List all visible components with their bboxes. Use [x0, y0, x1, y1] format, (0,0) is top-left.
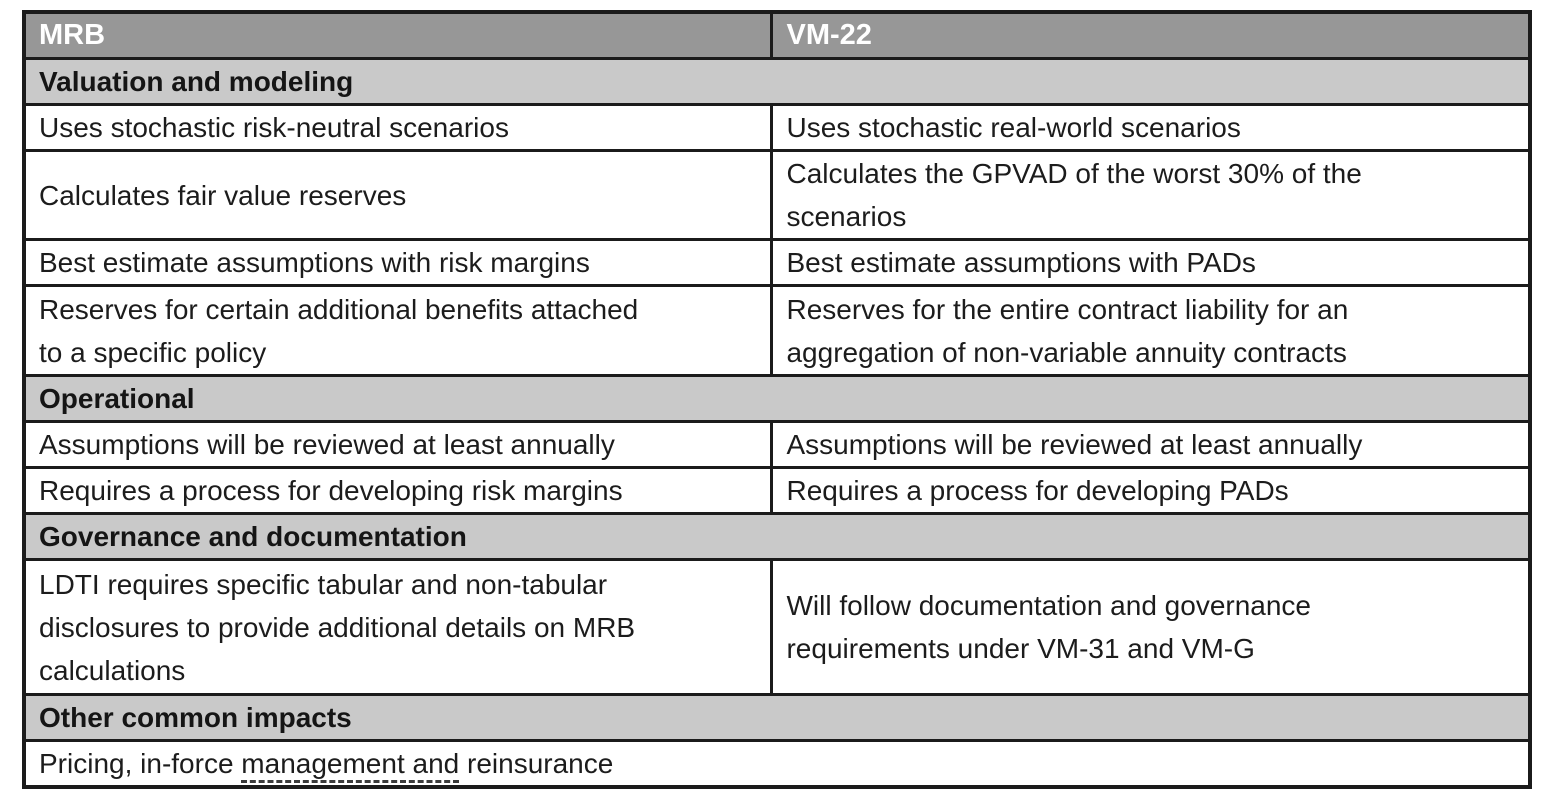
- section-title-operational: Operational: [22, 374, 1532, 423]
- table-cell-vm22: Assumptions will be reviewed at least an…: [770, 420, 1532, 469]
- table-cell-mrb: LDTI requires specific tabular and non-t…: [22, 558, 774, 696]
- table-row: Uses stochastic risk-neutral scenarios U…: [22, 103, 1532, 152]
- table-row: Reserves for certain additional benefits…: [22, 284, 1532, 377]
- cell-text-prefix: Pricing, in-force: [39, 748, 242, 779]
- table-row: Pricing, in-force management and reinsur…: [22, 739, 1532, 789]
- table-cell-full-width: Pricing, in-force management and reinsur…: [22, 739, 1532, 789]
- section-row-other-impacts: Other common impacts: [22, 693, 1532, 742]
- table-cell-vm22: Requires a process for developing PADs: [770, 466, 1532, 515]
- table-cell-mrb: Calculates fair value reserves: [22, 149, 774, 241]
- table-cell-mrb: Best estimate assumptions with risk marg…: [22, 238, 774, 287]
- mrb-vm22-comparison-table: MRB VM-22 Valuation and modeling Uses st…: [22, 10, 1532, 789]
- section-title-other-impacts: Other common impacts: [22, 693, 1532, 742]
- table-cell-vm22: Calculates the GPVAD of the worst 30% of…: [770, 149, 1532, 241]
- table-cell-vm22: Best estimate assumptions with PADs: [770, 238, 1532, 287]
- table-cell-vm22: Uses stochastic real-world scenarios: [770, 103, 1532, 152]
- table-cell-mrb: Requires a process for developing risk m…: [22, 466, 774, 515]
- table-cell-vm22: Will follow documentation and governance…: [770, 558, 1532, 696]
- table-row: LDTI requires specific tabular and non-t…: [22, 558, 1532, 696]
- col-header-vm22: VM-22: [770, 10, 1532, 60]
- table-row: Best estimate assumptions with risk marg…: [22, 238, 1532, 287]
- section-title-governance: Governance and documentation: [22, 512, 1532, 561]
- table-cell-vm22: Reserves for the entire contract liabili…: [770, 284, 1532, 377]
- comparison-table-container: MRB VM-22 Valuation and modeling Uses st…: [22, 10, 1532, 789]
- section-row-valuation: Valuation and modeling: [22, 57, 1532, 106]
- section-row-governance: Governance and documentation: [22, 512, 1532, 561]
- table-cell-mrb: Reserves for certain additional benefits…: [22, 284, 774, 377]
- table-row: Requires a process for developing risk m…: [22, 466, 1532, 515]
- section-title-valuation: Valuation and modeling: [22, 57, 1532, 106]
- table-row: Assumptions will be reviewed at least an…: [22, 420, 1532, 469]
- table-cell-mrb: Assumptions will be reviewed at least an…: [22, 420, 774, 469]
- table-row: Calculates fair value reserves Calculate…: [22, 149, 1532, 241]
- column-header-row: MRB VM-22: [22, 10, 1532, 60]
- table-cell-mrb: Uses stochastic risk-neutral scenarios: [22, 103, 774, 152]
- cell-text-suffix: reinsurance: [459, 748, 614, 779]
- section-row-operational: Operational: [22, 374, 1532, 423]
- grammar-check-underlined-text: management and: [241, 748, 460, 783]
- col-header-mrb: MRB: [22, 10, 774, 60]
